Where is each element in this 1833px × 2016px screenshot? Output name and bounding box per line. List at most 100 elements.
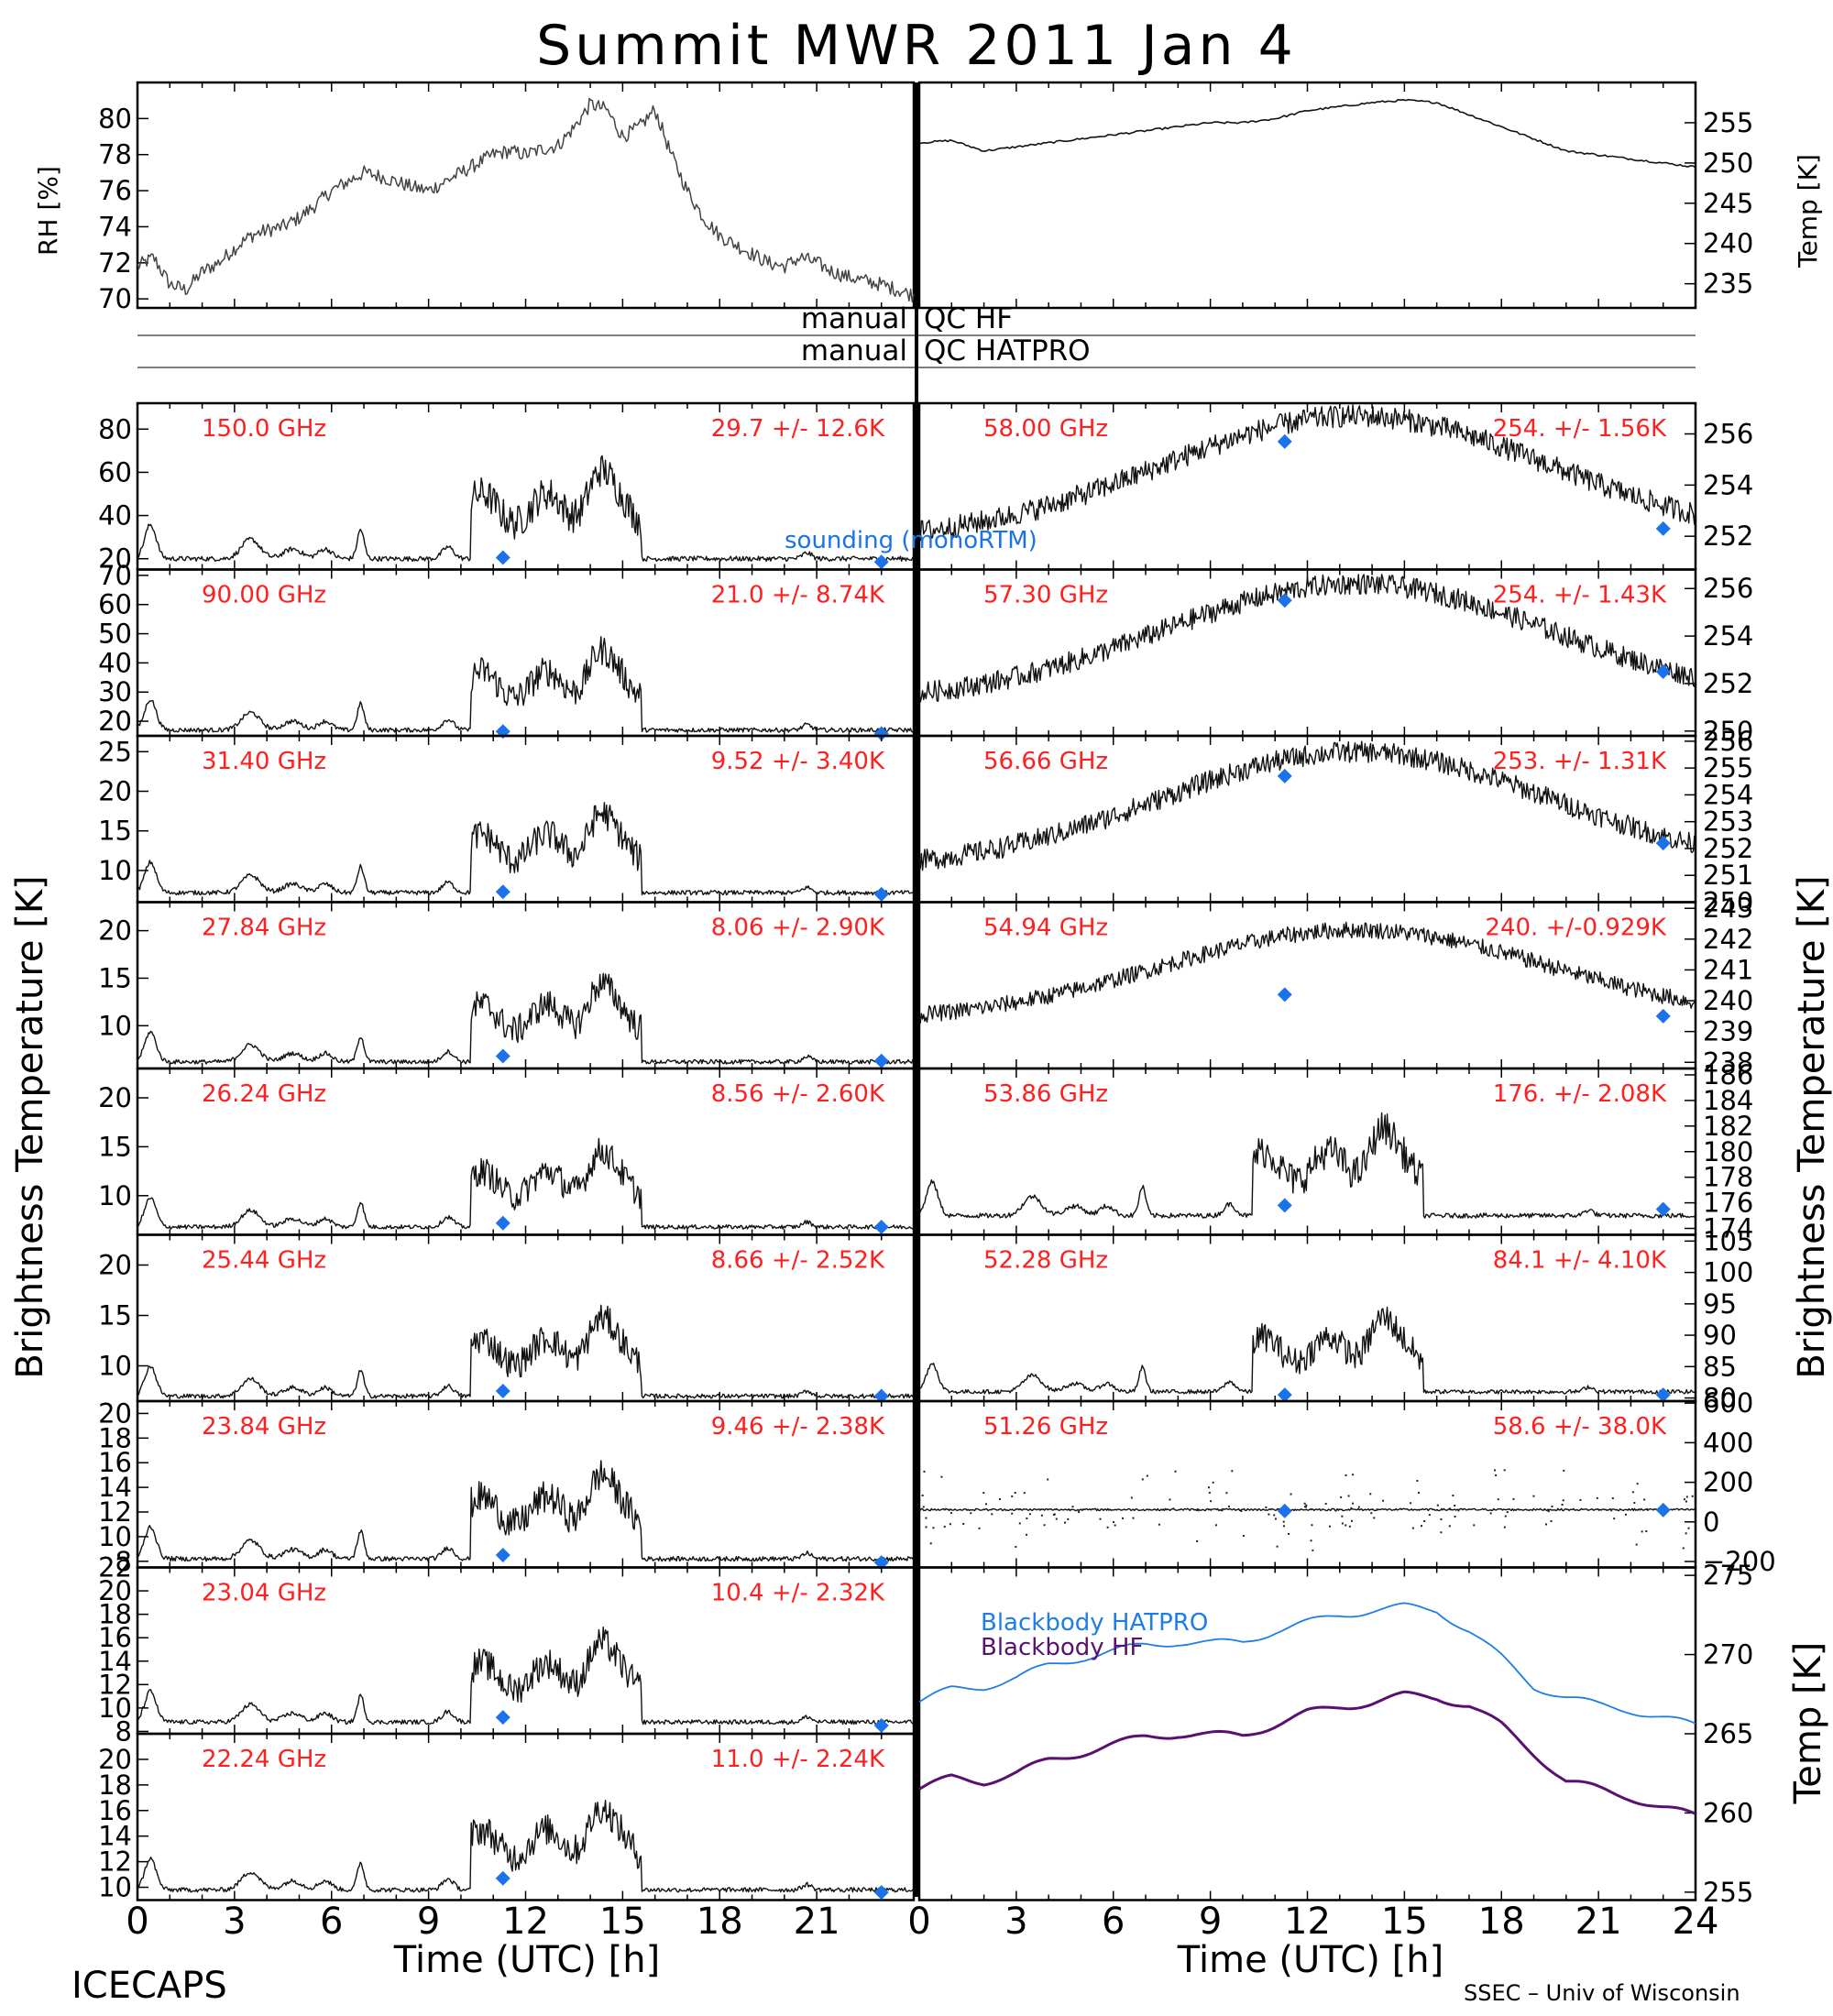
r-panel-6-outlier (1503, 1469, 1506, 1472)
l-panel-0-stat: 29.7 +/- 12.6K (711, 415, 885, 443)
r-panel-6-outlier (1547, 1510, 1550, 1513)
l-panel-7-ytick: 20 (98, 1575, 132, 1606)
r-panel-1-freq: 57.30 GHz (983, 582, 1108, 609)
l-panel-0-sounding-point (495, 550, 510, 565)
r-panel-6-outlier (1631, 1491, 1634, 1494)
r-panel-6-outlier (1624, 1513, 1627, 1516)
r-panel-6-outlier (1014, 1491, 1016, 1494)
r-panel-2-ytick: 254 (1703, 779, 1753, 810)
r-panel-6-outlier (1290, 1493, 1292, 1496)
l-panel-5-ytick: 20 (98, 1250, 132, 1281)
r-panel-2-trace (918, 740, 1696, 871)
r-panel-3-ytick: 242 (1703, 924, 1753, 955)
l-panel-7-ytick: 18 (98, 1599, 132, 1630)
r-panel-6-outlier (1636, 1483, 1639, 1485)
r-panel-6-outlier (1146, 1474, 1148, 1477)
l-panel-8-stat: 11.0 +/- 2.24K (711, 1746, 885, 1773)
l-panel-3-ytick: 15 (98, 962, 132, 993)
r-panel-6-outlier (1341, 1515, 1344, 1517)
r-panel-6-outlier (1685, 1496, 1688, 1498)
r-panel-6-outlier (1028, 1513, 1031, 1516)
l-panel-7-trace (137, 1626, 915, 1726)
x-tick-left: 21 (794, 1901, 840, 1943)
r-panel-6-outlier (1357, 1506, 1360, 1508)
r-panel-6-outlier (1212, 1481, 1214, 1484)
r-panel-5-sounding-point (1277, 1387, 1292, 1403)
r-panel-0-ytick: 252 (1703, 520, 1753, 552)
r-panel-4-ytick: 174 (1703, 1213, 1753, 1244)
temp-axis-label-top: Temp [K] (1793, 154, 1823, 268)
l-panel-5-trace (137, 1304, 915, 1399)
x-tick-right: 21 (1575, 1901, 1622, 1943)
r-panel-6-outlier (1047, 1478, 1049, 1481)
r-panel-6-outlier (1221, 1509, 1224, 1512)
r-panel-6-outlier (1011, 1495, 1014, 1497)
x-tick-right: 18 (1478, 1901, 1525, 1943)
r-panel-6-outlier (1345, 1474, 1347, 1477)
r-panel-6-outlier (1304, 1506, 1307, 1508)
l-panel-7-ytick: 14 (98, 1646, 132, 1677)
r-panel-6-outlier (1026, 1517, 1028, 1520)
r-panel-3-ytick: 243 (1703, 893, 1753, 924)
x-tick-left: 12 (502, 1901, 549, 1943)
rh-ytick: 76 (98, 175, 132, 206)
r-panel-6-outlier (978, 1527, 981, 1529)
r-panel-6-outlier (1454, 1505, 1456, 1507)
r-panel-4-stat: 176. +/- 2.08K (1493, 1080, 1667, 1108)
r-panel-2-sounding-point (1277, 768, 1292, 783)
r-panel-1-ytick: 256 (1703, 573, 1753, 604)
r-panel-6-outlier (921, 1494, 924, 1496)
bb-series-1 (918, 1690, 1696, 1815)
l-panel-1-ytick: 30 (98, 676, 132, 707)
l-panel-1-ytick: 40 (98, 647, 132, 678)
l-panel-2-trace (137, 802, 915, 896)
temp-ytick: 235 (1703, 268, 1753, 300)
l-panel-2-sounding-point (873, 886, 889, 902)
r-panel-6-outlier (1208, 1491, 1211, 1494)
r-panel-6-outlier (1174, 1470, 1177, 1473)
r-panel-6-outlier (1410, 1502, 1412, 1505)
r-panel-5-stat: 84.1 +/- 4.10K (1493, 1247, 1667, 1275)
r-panel-4-ytick: 180 (1703, 1136, 1753, 1167)
r-panel-6-outlier (1214, 1524, 1217, 1527)
r-panel-6-outlier (1641, 1530, 1643, 1533)
l-panel-0-ytick: 40 (98, 500, 132, 531)
r-panel-6-outlier (1562, 1499, 1564, 1502)
l-panel-6-ytick: 14 (98, 1472, 132, 1503)
x-tick-left: 6 (320, 1901, 343, 1943)
r-panel-6-outlier (1416, 1479, 1419, 1482)
l-panel-5-freq: 25.44 GHz (202, 1247, 326, 1275)
r-panel-6-outlier (1350, 1519, 1353, 1522)
r-panel-5-ytick: 90 (1703, 1320, 1737, 1351)
r-panel-6-outlier (1417, 1491, 1420, 1494)
l-panel-7-ytick: 22 (98, 1552, 132, 1583)
l-panel-7-ytick: 8 (115, 1715, 132, 1747)
r-panel-6-outlier (1340, 1496, 1343, 1498)
l-panel-7-ytick: 12 (98, 1669, 132, 1700)
r-panel-4-sounding-point (1655, 1201, 1671, 1217)
r-panel-6-outlier (943, 1526, 946, 1528)
l-panel-2-stat: 9.52 +/- 3.40K (711, 748, 885, 775)
r-panel-6-outlier (1352, 1502, 1355, 1505)
r-panel-6-outlier (970, 1512, 972, 1515)
l-panel-6-ytick: 8 (115, 1546, 132, 1577)
r-panel-5-freq: 52.28 GHz (983, 1247, 1108, 1275)
r-panel-6-outlier (1310, 1539, 1312, 1542)
l-panel-0-ytick: 20 (98, 543, 132, 575)
r-panel-6-outlier (1210, 1500, 1213, 1503)
r-panel-3-freq: 54.94 GHz (983, 915, 1108, 942)
r-panel-6-outlier (1172, 1507, 1175, 1510)
r-panel-6-outlier (1015, 1546, 1017, 1549)
bb-ytick: 270 (1703, 1639, 1753, 1671)
l-panel-0-trace (137, 455, 915, 563)
r-panel-6-outlier (1099, 1517, 1102, 1520)
r-panel-6-outlier (1452, 1495, 1454, 1497)
qc-hf-right: QC HF (924, 302, 1013, 335)
r-panel-6-outlier (1369, 1493, 1372, 1496)
r-panel-4-ytick: 184 (1703, 1085, 1753, 1116)
r-panel-6-sounding-point (1655, 1502, 1671, 1517)
r-panel-6-outlier (1440, 1531, 1443, 1534)
l-panel-4-sounding-point (495, 1215, 510, 1231)
l-panel-4-ytick: 15 (98, 1131, 132, 1162)
r-panel-0-trace (918, 404, 1696, 542)
